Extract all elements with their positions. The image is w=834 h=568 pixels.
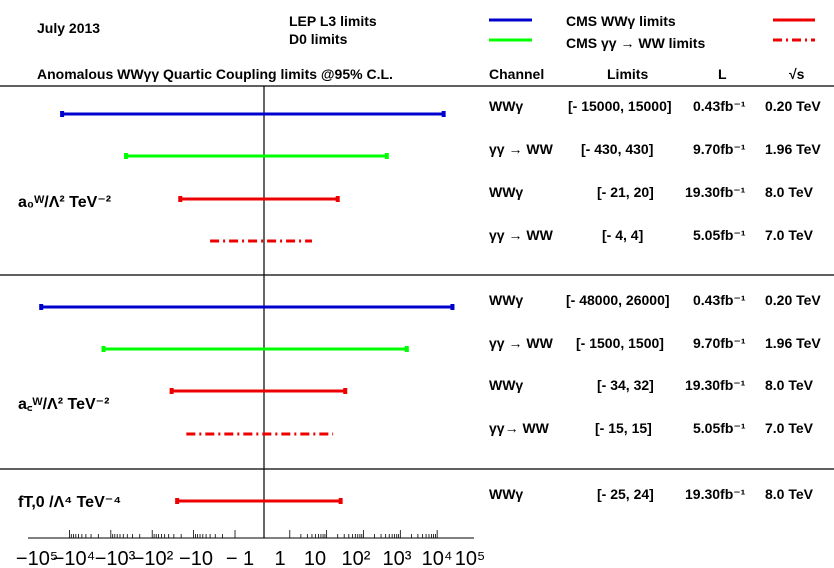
row-sqrts: 7.0 TeV (765, 420, 813, 436)
row-channel: γγ→ WW (489, 420, 549, 436)
column-header-lumi: L (718, 66, 727, 82)
group-label-a0: a₀ᵂ/Λ² TeV⁻² (18, 192, 111, 212)
limit-bar-endcap (60, 111, 65, 117)
row-lumi: 19.30fb⁻¹ (685, 184, 746, 200)
limit-bar-endcap (39, 304, 44, 310)
row-limits: [- 430, 430] (581, 141, 654, 157)
row-channel: WWγ (489, 184, 524, 200)
legend-label-lep: LEP L3 limits (289, 13, 377, 29)
row-sqrts: 8.0 TeV (765, 377, 813, 393)
limit-bar-endcap (169, 388, 174, 394)
column-header-limits: Limits (607, 66, 649, 82)
group-label-ac: a꜀ᵂ/Λ² TeV⁻² (18, 392, 109, 414)
limit-bar-endcap (404, 346, 409, 352)
row-channel: γγ → WW (489, 335, 553, 351)
row-channel: γγ → WW (489, 141, 553, 157)
limit-bar-endcap (441, 111, 446, 117)
group-label-ft0-text: fT,0 /Λ⁴ TeV⁻⁴ (18, 494, 122, 511)
x-tick-label: 10⁵ (455, 548, 486, 568)
row-limits: [- 1500, 1500] (576, 335, 664, 351)
row-lumi: 9.70fb⁻¹ (693, 335, 746, 351)
limit-bar-endcap (101, 346, 106, 352)
limit-bar-endcap (384, 153, 389, 159)
row-channel: WWγ (489, 486, 524, 502)
row-lumi: 0.43fb⁻¹ (693, 292, 746, 308)
row-limits: [- 4, 4] (602, 227, 644, 243)
group-label-ft0: fT,0 /Λ⁴ TeV⁻⁴ (18, 492, 121, 512)
column-header-sqrts: √s (789, 66, 805, 82)
x-tick-label: 10³ (383, 548, 412, 568)
group-label-a0-text: a₀ᵂ/Λ² TeV⁻² (18, 194, 112, 211)
x-tick-label: − 1 (226, 548, 254, 568)
row-lumi: 5.05fb⁻¹ (693, 227, 746, 243)
limit-bar-endcap (123, 153, 128, 159)
x-tick-label: 1 (274, 548, 285, 568)
x-tick-label: −10⁴ (53, 548, 96, 568)
row-lumi: 5.05fb⁻¹ (693, 420, 746, 436)
column-header-channel: Channel (489, 66, 545, 82)
x-tick-label: −10² (133, 548, 174, 568)
row-limits: [- 48000, 26000] (566, 292, 670, 308)
row-lumi: 19.30fb⁻¹ (685, 486, 746, 502)
limit-bar-endcap (335, 196, 340, 202)
row-lumi: 19.30fb⁻¹ (685, 377, 746, 393)
limit-bar-endcap (175, 498, 180, 504)
legend-label-cms-wwg: CMS WWγ limits (566, 13, 676, 29)
row-limits: [- 21, 20] (597, 184, 654, 200)
x-tick-label: 10⁴ (422, 548, 453, 568)
x-tick-label: 10 (304, 548, 326, 568)
row-channel: WWγ (489, 377, 524, 393)
limit-bar-endcap (343, 388, 348, 394)
limit-bar-endcap (450, 304, 455, 310)
limit-bar-endcap (338, 498, 343, 504)
row-lumi: 0.43fb⁻¹ (693, 98, 746, 114)
chart-title: Anomalous WWγγ Quartic Coupling limits @… (37, 66, 393, 82)
x-tick-label: −10⁵ (16, 548, 58, 568)
row-sqrts: 7.0 TeV (765, 227, 813, 243)
row-limits: [- 15, 15] (595, 420, 652, 436)
x-tick-label: −10 (179, 548, 213, 568)
row-sqrts: 0.20 TeV (765, 292, 821, 308)
row-limits: [- 34, 32] (597, 377, 654, 393)
row-sqrts: 1.96 TeV (765, 141, 821, 157)
row-sqrts: 8.0 TeV (765, 486, 813, 502)
row-channel: γγ → WW (489, 227, 553, 243)
row-channel: WWγ (489, 98, 524, 114)
legend-label-d0: D0 limits (289, 31, 348, 47)
legend-label-cms-gg: CMS γγ → WW limits (566, 35, 706, 51)
row-sqrts: 1.96 TeV (765, 335, 821, 351)
row-sqrts: 0.20 TeV (765, 98, 821, 114)
row-sqrts: 8.0 TeV (765, 184, 813, 200)
row-limits: [- 25, 24] (597, 486, 654, 502)
limit-bar-endcap (178, 196, 183, 202)
x-tick-label: −10³ (95, 548, 136, 568)
x-tick-label: 10² (342, 548, 371, 568)
row-channel: WWγ (489, 292, 524, 308)
date-label: July 2013 (37, 20, 101, 36)
row-lumi: 9.70fb⁻¹ (693, 141, 746, 157)
row-limits: [- 15000, 15000] (568, 98, 672, 114)
group-label-ac-text: a꜀ᵂ/Λ² TeV⁻² (18, 396, 110, 413)
